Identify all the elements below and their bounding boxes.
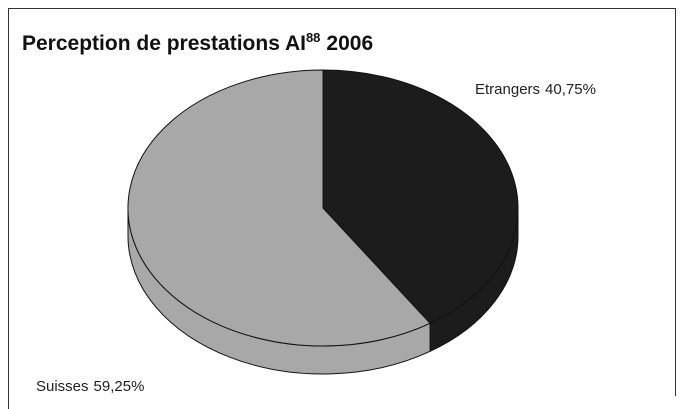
title-note: 88 — [306, 30, 320, 45]
slice-value: 59,25% — [94, 378, 145, 395]
title-main: Perception de prestations AI — [22, 32, 306, 55]
frame — [8, 8, 676, 409]
slice-label: Etrangers 40,75% — [475, 81, 596, 98]
slice-value: 40,75% — [545, 81, 596, 98]
slice-category: Etrangers — [475, 81, 540, 98]
pie-slice — [127, 69, 431, 347]
title-year: 2006 — [326, 32, 373, 55]
slice-label: Suisses 59,25% — [36, 378, 144, 395]
slice-category: Suisses — [36, 378, 89, 395]
chart-title: Perception de prestations AI88 2006 — [22, 30, 373, 55]
